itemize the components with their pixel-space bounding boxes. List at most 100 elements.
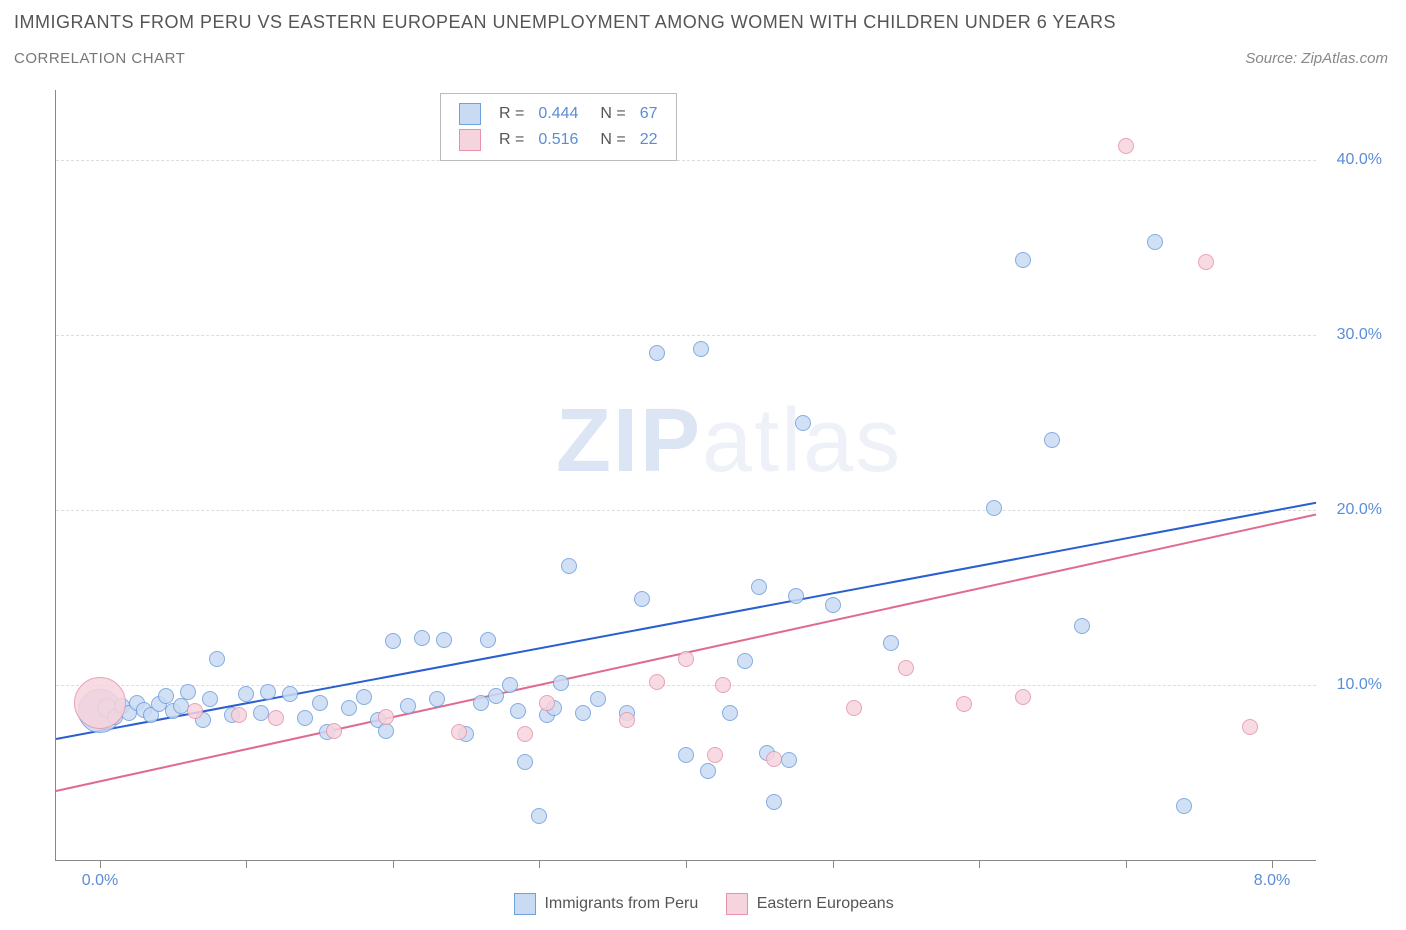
data-point (378, 723, 394, 739)
x-tick (833, 860, 834, 868)
y-tick-label: 20.0% (1337, 501, 1382, 519)
data-point (986, 500, 1002, 516)
data-point (341, 700, 357, 716)
data-point (488, 688, 504, 704)
x-tick (246, 860, 247, 868)
data-point (253, 705, 269, 721)
data-point (1074, 618, 1090, 634)
data-point (766, 794, 782, 810)
data-point (74, 677, 126, 729)
trend-line (56, 501, 1316, 739)
data-point (531, 808, 547, 824)
data-point (751, 579, 767, 595)
data-point (202, 691, 218, 707)
data-point (1242, 719, 1258, 735)
data-point (282, 686, 298, 702)
x-tick (1126, 860, 1127, 868)
data-point (180, 684, 196, 700)
x-tick (1272, 860, 1273, 868)
data-point (561, 558, 577, 574)
data-point (1015, 689, 1031, 705)
y-tick-label: 10.0% (1337, 676, 1382, 694)
source-prefix: Source: (1245, 50, 1301, 67)
data-point (575, 705, 591, 721)
data-point (473, 695, 489, 711)
data-point (1176, 798, 1192, 814)
data-point (649, 674, 665, 690)
x-tick (539, 860, 540, 868)
y-tick-label: 30.0% (1337, 326, 1382, 344)
source-label: Source: ZipAtlas.com (1245, 50, 1388, 67)
data-point (378, 709, 394, 725)
data-point (707, 747, 723, 763)
legend-swatch (459, 103, 481, 125)
data-point (715, 677, 731, 693)
data-point (590, 691, 606, 707)
data-point (238, 686, 254, 702)
legend-swatch (459, 129, 481, 151)
data-point (678, 651, 694, 667)
correlation-chart: IMMIGRANTS FROM PERU VS EASTERN EUROPEAN… (0, 0, 1406, 930)
data-point (400, 698, 416, 714)
legend-row: R =0.444N =67 (453, 102, 664, 126)
y-tick-label: 40.0% (1337, 151, 1382, 169)
x-tick (393, 860, 394, 868)
data-point (297, 710, 313, 726)
plot-area: ZIPatlas 10.0%20.0%30.0%40.0%0.0%8.0% (55, 90, 1316, 861)
stats-legend: R =0.444N =67R =0.516N =22 (440, 93, 677, 161)
data-point (1015, 252, 1031, 268)
data-point (385, 633, 401, 649)
data-point (480, 632, 496, 648)
gridline (56, 335, 1316, 336)
data-point (429, 691, 445, 707)
data-point (846, 700, 862, 716)
legend-swatch (726, 893, 748, 915)
data-point (187, 703, 203, 719)
data-point (1118, 138, 1134, 154)
data-point (451, 724, 467, 740)
data-point (1147, 234, 1163, 250)
legend-item: Eastern Europeans (726, 893, 893, 915)
data-point (231, 707, 247, 723)
data-point (649, 345, 665, 361)
data-point (737, 653, 753, 669)
source-name: ZipAtlas.com (1301, 50, 1388, 67)
data-point (517, 754, 533, 770)
data-point (173, 698, 189, 714)
x-tick-label: 0.0% (82, 872, 118, 890)
data-point (356, 689, 372, 705)
legend-swatch (514, 893, 536, 915)
data-point (788, 588, 804, 604)
data-point (312, 695, 328, 711)
data-point (502, 677, 518, 693)
data-point (414, 630, 430, 646)
x-tick (979, 860, 980, 868)
data-point (693, 341, 709, 357)
data-point (956, 696, 972, 712)
data-point (539, 695, 555, 711)
data-point (678, 747, 694, 763)
data-point (158, 688, 174, 704)
legend-row: R =0.516N =22 (453, 128, 664, 152)
series-legend: Immigrants from Peru Eastern Europeans (500, 893, 908, 915)
x-tick (100, 860, 101, 868)
data-point (510, 703, 526, 719)
data-point (619, 712, 635, 728)
data-point (722, 705, 738, 721)
data-point (436, 632, 452, 648)
x-tick (686, 860, 687, 868)
data-point (883, 635, 899, 651)
data-point (898, 660, 914, 676)
data-point (825, 597, 841, 613)
data-point (326, 723, 342, 739)
watermark: ZIPatlas (556, 390, 902, 493)
chart-subtitle: CORRELATION CHART (14, 50, 185, 67)
data-point (209, 651, 225, 667)
data-point (553, 675, 569, 691)
data-point (634, 591, 650, 607)
data-point (517, 726, 533, 742)
legend-item: Immigrants from Peru (514, 893, 698, 915)
data-point (795, 415, 811, 431)
data-point (1198, 254, 1214, 270)
data-point (700, 763, 716, 779)
